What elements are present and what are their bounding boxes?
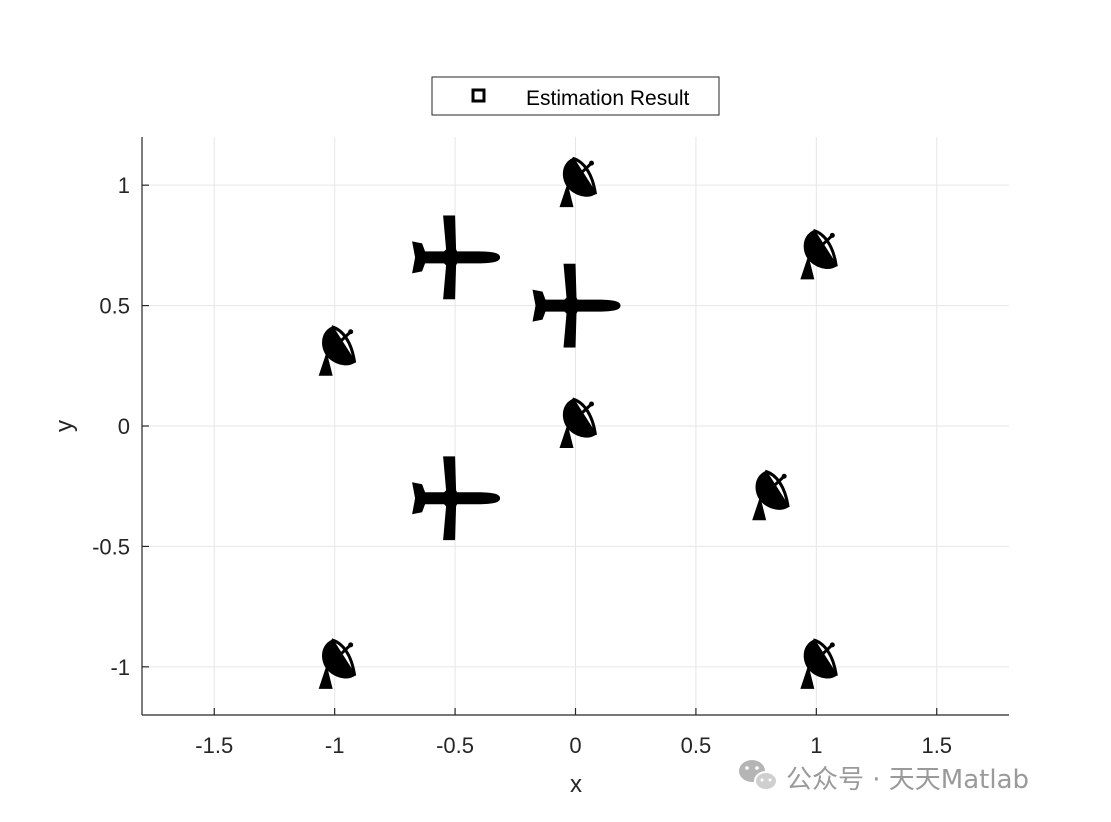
airplane-icon xyxy=(412,215,501,300)
watermark-text: 公众号 · 天天Matlab xyxy=(786,765,1029,795)
legend-entry: Estimation Result xyxy=(526,87,690,110)
y-axis-label: y xyxy=(51,420,78,432)
x-tick-label: 1.5 xyxy=(921,733,952,758)
legend: Estimation Result xyxy=(431,76,720,116)
radar-dish-icon xyxy=(798,228,838,281)
radar-dish-icon xyxy=(798,638,838,691)
legend-marker-square xyxy=(471,88,486,103)
x-tick-label: 1 xyxy=(810,733,822,758)
x-tick-label: -0.5 xyxy=(436,733,474,758)
y-tick-label: -1 xyxy=(110,655,130,680)
airplane-icon xyxy=(412,456,501,541)
radar-dish-icon xyxy=(317,325,357,378)
x-axis-label: x xyxy=(570,771,582,798)
tick-labels: -1.5 -1 -0.5 0 0.5 1 1.5 -1 -0.5 0 0.5 1 xyxy=(92,173,952,758)
markers xyxy=(317,156,838,691)
x-tick-label: -1 xyxy=(325,733,345,758)
airplane-icon xyxy=(532,263,621,348)
radar-dish-icon xyxy=(750,469,790,522)
y-tick-label: 0 xyxy=(118,414,130,439)
watermark: 公众号 · 天天Matlab xyxy=(739,760,1029,795)
legend-box xyxy=(431,76,720,116)
radar-dish-icon xyxy=(317,638,357,691)
y-tick-label: 0.5 xyxy=(99,294,130,319)
x-tick-label: -1.5 xyxy=(195,733,233,758)
y-tick-label: -0.5 xyxy=(92,534,130,559)
radar-dish-icon xyxy=(558,156,597,209)
wechat-icon xyxy=(739,760,778,791)
radar-dish-icon xyxy=(558,397,597,450)
x-tick-label: 0 xyxy=(569,733,581,758)
x-tick-label: 0.5 xyxy=(681,733,712,758)
y-tick-label: 1 xyxy=(118,173,130,198)
